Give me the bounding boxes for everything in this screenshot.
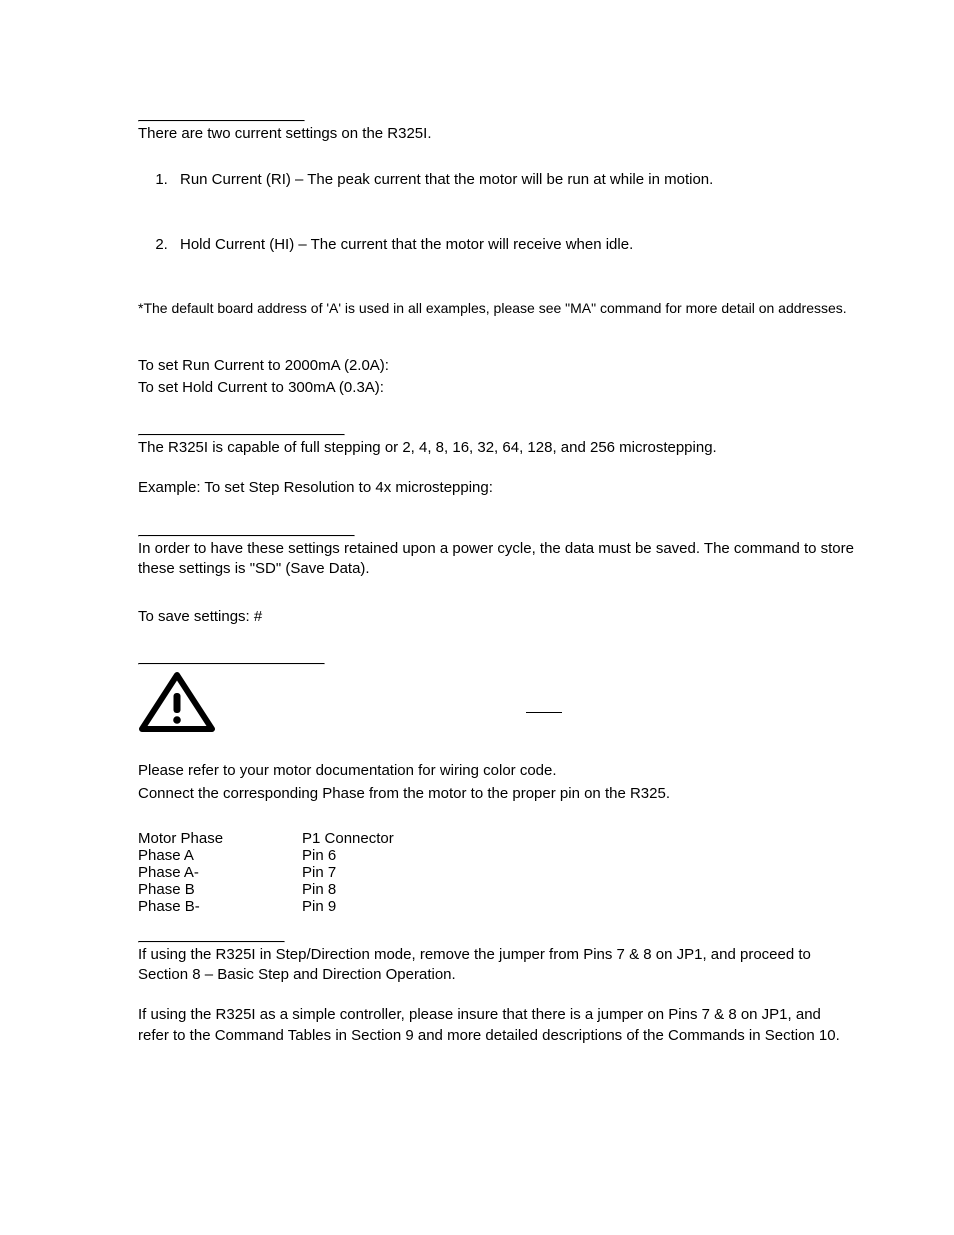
table-header-connector: P1 Connector — [302, 830, 854, 847]
table-row: Phase A- Pin 7 — [138, 864, 854, 881]
cell-phase: Phase A — [138, 847, 302, 864]
table-header-phase: Motor Phase — [138, 830, 302, 847]
set-run-current-text: To set Run Current to 2000mA (2.0A): — [138, 356, 854, 376]
warning-line — [138, 665, 854, 759]
cell-pin: Pin 8 — [302, 881, 854, 898]
list-item-run-current: Run Current (RI) – The peak current that… — [172, 170, 854, 190]
table-row: Phase A Pin 6 — [138, 847, 854, 864]
motor-ref-text: Please refer to your motor documentation… — [138, 761, 854, 781]
cell-pin: Pin 7 — [302, 864, 854, 881]
save-intro-text: In order to have these settings retained… — [138, 539, 854, 580]
current-settings-list: Run Current (RI) – The peak current that… — [172, 170, 854, 255]
section-divider — [138, 941, 285, 943]
cell-phase: Phase A- — [138, 864, 302, 881]
microstep-text: The R325I is capable of full stepping or… — [138, 438, 854, 458]
section-divider — [138, 120, 305, 122]
save-command-text: To save settings: # — [138, 607, 854, 627]
set-hold-current-text: To set Hold Current to 300mA (0.3A): — [138, 378, 854, 398]
table-header-row: Motor Phase P1 Connector — [138, 830, 854, 847]
intro-text: There are two current settings on the R3… — [138, 124, 854, 144]
section-divider — [138, 535, 355, 537]
microstep-example-text: Example: To set Step Resolution to 4x mi… — [138, 478, 854, 498]
cell-phase: Phase B — [138, 881, 302, 898]
motor-connect-text: Connect the corresponding Phase from the… — [138, 784, 854, 804]
cell-pin: Pin 9 — [302, 898, 854, 915]
cell-phase: Phase B- — [138, 898, 302, 915]
address-note: *The default board address of 'A' is use… — [138, 299, 854, 318]
table-row: Phase B Pin 8 — [138, 881, 854, 898]
document-page: There are two current settings on the R3… — [0, 0, 954, 1108]
controller-text: If using the R325I as a simple controlle… — [138, 1005, 854, 1046]
section-divider — [138, 434, 345, 436]
stepdir-text: If using the R325I in Step/Direction mod… — [138, 945, 854, 986]
warning-icon — [138, 671, 216, 737]
list-item-hold-current: Hold Current (HI) – The current that the… — [172, 235, 854, 255]
inline-divider — [526, 712, 562, 713]
pin-table: Motor Phase P1 Connector Phase A Pin 6 P… — [138, 830, 854, 915]
cell-pin: Pin 6 — [302, 847, 854, 864]
table-row: Phase B- Pin 9 — [138, 898, 854, 915]
